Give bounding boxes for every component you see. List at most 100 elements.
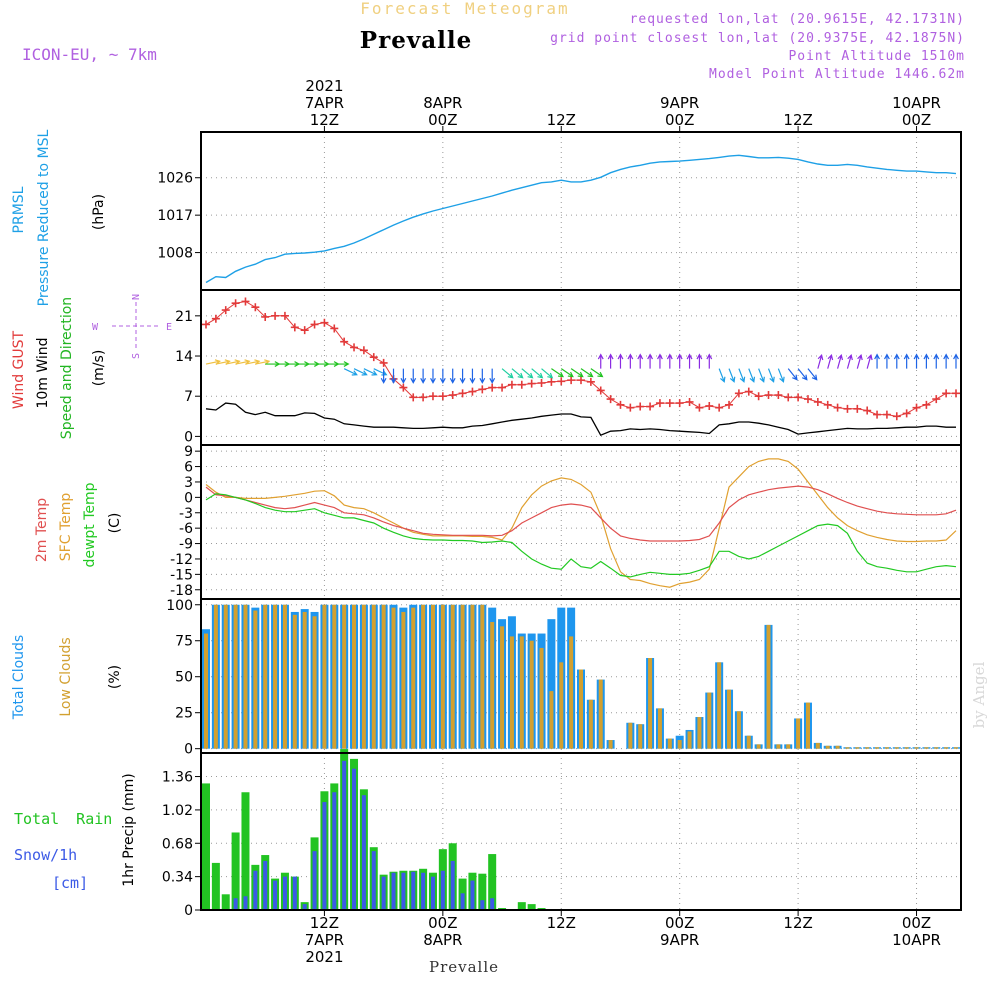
y-tick-label: -3 xyxy=(179,506,193,522)
low-cloud-bar xyxy=(312,616,317,749)
clouds-units: (%) xyxy=(107,665,123,689)
gust-marker xyxy=(557,377,566,386)
x-tick-label-bottom: 00Z xyxy=(428,914,457,932)
gust-marker xyxy=(202,320,210,329)
gust-marker xyxy=(853,404,862,413)
gust-marker xyxy=(448,391,457,400)
gust-marker xyxy=(251,303,260,312)
gust-marker xyxy=(912,403,921,412)
x-tick-label-top: 10APR xyxy=(892,94,941,112)
gust-marker xyxy=(409,393,418,402)
gust-marker xyxy=(428,392,437,401)
x-tick-label-top: 8APR xyxy=(423,94,462,112)
rain-bar xyxy=(488,854,497,910)
low-cloud-bar xyxy=(667,738,672,749)
top-title: Forecast Meteogram xyxy=(360,0,569,18)
gust-marker xyxy=(636,402,645,411)
wind-direction-arrow-icon xyxy=(933,353,940,369)
low-cloud-bar xyxy=(430,604,435,749)
gust-marker xyxy=(902,409,911,418)
wind-direction-arrow-icon xyxy=(469,368,476,384)
gust-marker xyxy=(271,311,280,320)
wind-direction-arrow-icon xyxy=(353,368,368,376)
gust-marker xyxy=(784,393,793,402)
wind-direction-arrow-icon xyxy=(501,368,514,379)
wind-direction-arrow-icon xyxy=(787,368,798,381)
low-cloud-bar xyxy=(490,622,495,749)
snow-cm-label: [cm] xyxy=(52,874,88,892)
point-altitude: Point Altitude 1510m xyxy=(788,49,965,64)
wind-direction-arrow-icon xyxy=(676,353,683,369)
y-tick-label: 100 xyxy=(166,598,193,614)
y-tick-label: 0 xyxy=(184,429,193,445)
snow-bar xyxy=(253,870,258,910)
wind-direction-arrow-icon xyxy=(511,368,524,379)
grid-layer xyxy=(201,132,961,911)
gust-marker xyxy=(665,399,674,408)
wind-direction-arrow-icon xyxy=(777,368,785,383)
snow-bar xyxy=(381,876,386,910)
wind-direction-arrow-icon xyxy=(856,353,863,369)
low-cloud-bar xyxy=(805,702,810,749)
wind-direction-arrow-icon xyxy=(738,368,746,383)
gust-marker xyxy=(537,379,546,387)
low-cloud-bar xyxy=(539,647,544,749)
y-tick-label: 14 xyxy=(175,349,193,365)
gust-marker xyxy=(922,400,931,409)
gust-marker xyxy=(952,389,960,398)
low-cloud-bar xyxy=(450,604,455,749)
gust-marker xyxy=(803,395,812,404)
wind-direction-arrow-icon xyxy=(657,353,663,369)
low-cloud-bar xyxy=(529,640,534,749)
gust-marker xyxy=(586,377,595,386)
wind-direction-arrow-icon xyxy=(686,353,693,369)
low-cloud-bar xyxy=(648,658,653,749)
low-cloud-bar xyxy=(480,604,485,749)
low-cloud-bar xyxy=(894,747,899,749)
wind-direction-arrow-icon xyxy=(884,353,890,369)
wind-direction-arrow-icon xyxy=(837,353,844,369)
wind-direction-arrow-icon xyxy=(903,353,910,369)
low-cloud-bar xyxy=(519,636,524,749)
total-rain-label: Total Rain xyxy=(14,810,112,828)
wind-direction-arrow-icon xyxy=(817,353,824,369)
gust-marker xyxy=(399,383,408,392)
gust-marker xyxy=(695,403,704,412)
wind-direction-arrow-icon xyxy=(390,368,397,384)
wind-direction-arrow-icon xyxy=(923,353,930,369)
wind-dir-label: Speed and Direction xyxy=(59,297,75,439)
low-cloud-bar xyxy=(352,604,357,749)
low-cloud-bar xyxy=(411,607,416,749)
low-cloud-bar xyxy=(440,604,445,749)
series-line xyxy=(205,154,957,284)
snow-bar xyxy=(460,893,465,910)
gust-marker xyxy=(438,392,447,401)
wind-direction-arrow-icon xyxy=(570,368,584,378)
low-cloud-bar xyxy=(302,611,307,749)
gust-marker xyxy=(211,314,220,323)
gust-marker xyxy=(231,299,240,308)
series-line xyxy=(205,458,957,588)
wind-direction-arrow-icon xyxy=(420,368,427,384)
gust-marker xyxy=(478,385,487,394)
low-cloud-bar xyxy=(204,633,208,749)
panel-frame-1 xyxy=(200,131,962,291)
compass-south: S xyxy=(131,353,142,359)
wind-direction-arrow-icon xyxy=(666,353,673,369)
wind-direction-arrow-icon xyxy=(748,368,756,383)
y-tick-label: 75 xyxy=(175,634,193,650)
gust-marker xyxy=(794,393,803,402)
low-cloud-bar xyxy=(509,636,514,749)
wind-direction-arrow-icon xyxy=(541,368,554,379)
total-clouds-label: Total Clouds xyxy=(11,635,27,720)
y-tick-label: 1026 xyxy=(157,171,193,187)
gust-marker xyxy=(577,376,585,385)
x-tick-label-bottom: 8APR xyxy=(423,931,462,949)
low-cloud-bar xyxy=(500,626,505,749)
gust-marker xyxy=(498,383,507,392)
gust-marker xyxy=(764,391,773,400)
wind-direction-arrow-icon xyxy=(647,353,654,369)
wind-direction-arrow-icon xyxy=(846,353,853,369)
low-cloud-bar xyxy=(213,604,218,749)
low-cloud-bar xyxy=(549,691,554,749)
